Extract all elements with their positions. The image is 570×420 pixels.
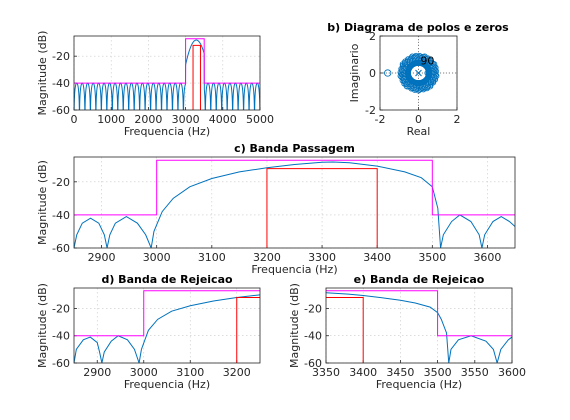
chart-title: d) Banda de Rejeicao	[101, 273, 233, 286]
x-tick-label: 3550	[461, 366, 489, 379]
zero-marker	[424, 69, 432, 77]
plot-area-e	[326, 290, 512, 363]
chart-d: 2900 3000 3100 3200 -60 -40 -20 Frequencia (Hz)…	[36, 273, 261, 391]
x-tick-label: 2900	[83, 366, 111, 379]
plot-area-d	[74, 290, 260, 363]
chart-b: -2 0 2 -2 0 2 90 Real Imaginario b) Diagrama de p…	[327, 21, 509, 138]
x-tick-label: 2900	[88, 251, 116, 264]
x-tick-label: 0	[415, 113, 422, 126]
plot-area-c	[74, 159, 515, 248]
zero-marker	[384, 69, 392, 77]
x-tick-label: 3000	[172, 113, 200, 126]
y-axis-label: Magnitude (dB)	[36, 31, 49, 116]
y-tick-label: -2	[365, 104, 376, 117]
axes-box	[73, 287, 261, 364]
chart-title: b) Diagrama de polos e zeros	[327, 21, 509, 34]
zero-marker	[399, 71, 406, 78]
chart-e: 3350 3400 3450 3500 3550 3600 -60 -40 -20 Frequen…	[288, 273, 526, 391]
y-axis-label: Magnitude (dB)	[36, 160, 49, 245]
x-tick-label: 3100	[198, 251, 226, 264]
mask-line-magenta	[74, 38, 260, 84]
x-tick-label: 3600	[498, 366, 526, 379]
mask-line-red	[236, 297, 260, 363]
plot-area-b	[380, 36, 457, 110]
y-tick-label: -40	[52, 77, 70, 90]
x-tick-label: 3600	[473, 251, 501, 264]
mask-line-magenta	[74, 159, 515, 216]
x-axis-label: Real	[407, 125, 431, 138]
y-tick-label: -40	[52, 209, 70, 222]
zero-marker	[432, 70, 439, 77]
x-tick-label: 2	[454, 113, 461, 126]
mask-line-red	[266, 168, 378, 248]
x-axis-label: Frequencia (Hz)	[124, 378, 210, 391]
axes-box	[325, 287, 513, 364]
x-axis-label: Frequencia (Hz)	[251, 263, 337, 276]
x-tick-label: 4000	[209, 113, 237, 126]
x-tick-label: 3500	[418, 251, 446, 264]
y-tick-label: -20	[304, 302, 322, 315]
zero-marker	[429, 76, 436, 83]
y-tick-label: 0	[369, 67, 376, 80]
x-tick-label: 2000	[134, 113, 162, 126]
y-axis-label: Magnitude (dB)	[288, 283, 301, 368]
x-tick-label: 3450	[386, 366, 414, 379]
axes-box	[379, 35, 458, 111]
y-tick-label: -20	[52, 176, 70, 189]
x-tick-label: 3500	[424, 366, 452, 379]
mask-line-red	[326, 297, 364, 363]
zero-marker	[432, 71, 439, 78]
mask-line-magenta	[74, 290, 260, 337]
x-tick-label: 1000	[97, 113, 125, 126]
y-tick-label: -20	[52, 50, 70, 63]
x-tick-label: 3000	[143, 251, 171, 264]
y-tick-label: -60	[52, 104, 70, 117]
pole-marker	[415, 69, 422, 77]
y-tick-label: -60	[304, 357, 322, 370]
y-tick-label: -60	[52, 357, 70, 370]
x-axis-label: Frequencia (Hz)	[376, 378, 462, 391]
x-tick-label: -2	[375, 113, 386, 126]
chart-title: c) Banda Passagem	[234, 142, 355, 155]
x-tick-label: 3300	[308, 251, 336, 264]
y-tick-label: -40	[52, 330, 70, 343]
response-line	[74, 39, 260, 110]
pole-order-label: 90	[420, 55, 434, 68]
chart-a: 0 1000 2000 3000 4000 5000 -60 -40 -20 Frequencia…	[36, 31, 274, 138]
x-axis-label: Frequencia (Hz)	[124, 125, 210, 138]
chart-c: 2900 3000 3100 3200 3300 3400 3500 3600 -60 -40 -2…	[36, 142, 516, 276]
zero-marker	[415, 53, 422, 60]
x-tick-label: 3350	[312, 366, 340, 379]
plot-area-a	[74, 38, 260, 110]
x-tick-label: 3100	[176, 366, 204, 379]
y-axis-label: Magnitude (dB)	[36, 283, 49, 368]
x-tick-label: 3000	[130, 366, 158, 379]
x-tick-label: 3200	[253, 251, 281, 264]
axes-box	[73, 156, 516, 249]
response-line	[74, 161, 515, 248]
y-tick-label: 2	[369, 30, 376, 43]
x-tick-label: 5000	[246, 113, 274, 126]
x-tick-label: 3400	[349, 366, 377, 379]
x-tick-label: 3200	[223, 366, 251, 379]
response-line	[74, 294, 260, 363]
mask-line-red	[192, 44, 201, 110]
y-tick-label: -40	[304, 330, 322, 343]
x-tick-label: 3400	[363, 251, 391, 264]
y-tick-label: -60	[52, 242, 70, 255]
x-tick-label: 0	[71, 113, 78, 126]
y-tick-label: -20	[52, 302, 70, 315]
response-line	[326, 292, 512, 363]
axes-box	[73, 35, 261, 111]
zero-marker	[422, 55, 429, 62]
chart-title: e) Banda de Rejeicao	[354, 273, 485, 286]
y-axis-label: Imaginario	[348, 43, 361, 102]
mask-line-magenta	[326, 290, 512, 337]
zero-marker	[398, 70, 405, 77]
